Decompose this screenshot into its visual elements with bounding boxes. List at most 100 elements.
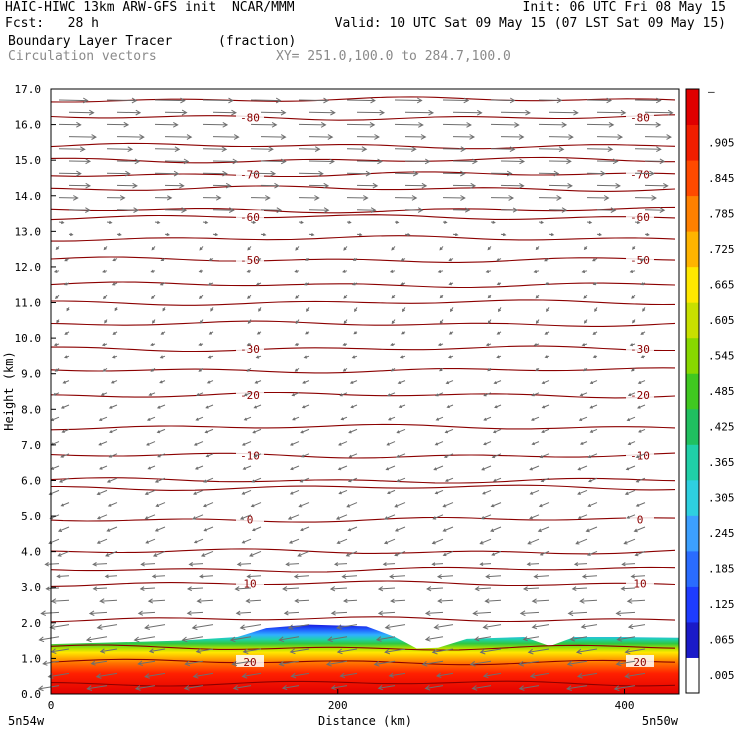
circulation-vector	[356, 207, 377, 213]
circulation-vector	[629, 343, 636, 347]
circulation-vector	[482, 624, 502, 630]
circulation-vector	[278, 636, 300, 643]
contour-label-background	[236, 210, 264, 223]
circulation-vector	[527, 538, 540, 545]
circulation-vector	[111, 282, 118, 286]
circulation-vector	[391, 294, 396, 299]
field-name: Boundary Layer Tracer	[8, 34, 173, 49]
temperature-contour-line	[50, 644, 676, 651]
circulation-vector	[402, 307, 406, 313]
circulation-vector	[391, 246, 396, 251]
circulation-vector	[444, 477, 454, 482]
circulation-vector	[627, 441, 636, 446]
colorbar-label: .905	[708, 136, 735, 149]
circulation-vector	[592, 331, 598, 335]
circulation-vector	[390, 598, 406, 604]
circulation-vector	[577, 514, 588, 519]
circulation-vector	[577, 489, 588, 495]
contour-label: 0	[637, 514, 644, 527]
colorbar-label: .785	[708, 207, 735, 220]
circulation-vector	[586, 170, 606, 177]
circulation-vector	[443, 453, 454, 458]
circulation-vector	[627, 392, 636, 397]
contour-label: -70	[630, 168, 650, 181]
circulation-vector	[433, 624, 454, 630]
temperature-contour-line	[50, 452, 676, 459]
circulation-vector	[112, 331, 118, 335]
circulation-vector	[206, 380, 214, 384]
circulation-vector	[44, 561, 60, 567]
circulation-vector	[644, 232, 650, 237]
circulation-vector	[335, 514, 348, 520]
circulation-vector	[207, 282, 214, 286]
circulation-vector	[164, 109, 188, 116]
circulation-vector	[581, 269, 588, 274]
circulation-vector	[112, 258, 118, 262]
circulation-vector	[339, 392, 348, 397]
circulation-vector	[104, 574, 118, 579]
circulation-vector	[577, 465, 588, 471]
circulation-vector	[586, 146, 614, 153]
temperature-contour-line	[50, 477, 676, 484]
circulation-vector	[250, 220, 257, 224]
contour-label-background	[236, 512, 264, 525]
colorbar-label: .305	[708, 492, 735, 505]
circulation-vector	[232, 685, 252, 691]
circulation-vector	[439, 294, 444, 299]
circulation-vector	[575, 648, 598, 655]
y-tick-label: 13.0	[15, 225, 42, 238]
circulation-vector	[58, 170, 82, 177]
circulation-vector	[394, 122, 424, 128]
circulation-vector	[245, 598, 262, 604]
tracer-fill-layer	[51, 624, 679, 694]
circulation-vector	[104, 319, 108, 324]
circulation-vector	[448, 282, 454, 286]
circulation-vector	[308, 233, 315, 237]
circulation-vector	[106, 526, 118, 532]
circulation-vector	[634, 146, 662, 153]
circulation-vector	[96, 538, 108, 544]
circulation-vector	[404, 158, 431, 165]
circulation-vector	[452, 233, 459, 237]
circulation-vector	[439, 246, 444, 251]
colorbar-label: .425	[708, 421, 735, 434]
circulation-vector	[116, 109, 142, 116]
circulation-vector	[151, 319, 156, 324]
circulation-vector	[373, 660, 396, 667]
circulation-vector	[442, 220, 448, 224]
circulation-vector	[342, 368, 348, 372]
temperature-contour-line	[50, 320, 676, 327]
colorbar-label: .005	[708, 669, 735, 682]
circulation-vector	[196, 392, 204, 396]
circulation-vector	[596, 158, 619, 165]
circulation-vector	[106, 146, 134, 153]
circulation-vector	[437, 269, 444, 273]
circulation-vector	[184, 660, 204, 667]
circulation-vector	[252, 428, 262, 434]
y-tick-label: 9.0	[21, 368, 41, 381]
circulation-vector	[347, 477, 358, 483]
circulation-vector	[54, 368, 60, 372]
circulation-vector	[567, 610, 588, 617]
circulation-vector	[164, 232, 171, 237]
circulation-vector	[442, 97, 470, 104]
circulation-vector	[50, 648, 70, 654]
circulation-vector	[518, 685, 540, 691]
circulation-vector	[109, 428, 118, 434]
circulation-vector	[377, 685, 396, 691]
circulation-vector	[150, 342, 156, 347]
circulation-vector	[53, 269, 60, 273]
circulation-vector	[544, 258, 550, 262]
x-tick-label: 200	[328, 699, 348, 712]
circulation-vector	[110, 380, 118, 384]
circulation-vector	[526, 562, 540, 567]
circulation-vector	[431, 538, 444, 545]
contour-label: -80	[240, 111, 260, 124]
circulation-vector	[496, 282, 502, 286]
circulation-vector	[298, 97, 329, 104]
circulation-vector	[202, 146, 228, 153]
circulation-vector	[243, 416, 252, 421]
circulation-vector	[348, 453, 358, 458]
circulation-vector	[247, 294, 252, 299]
contour-label-background	[626, 210, 654, 223]
